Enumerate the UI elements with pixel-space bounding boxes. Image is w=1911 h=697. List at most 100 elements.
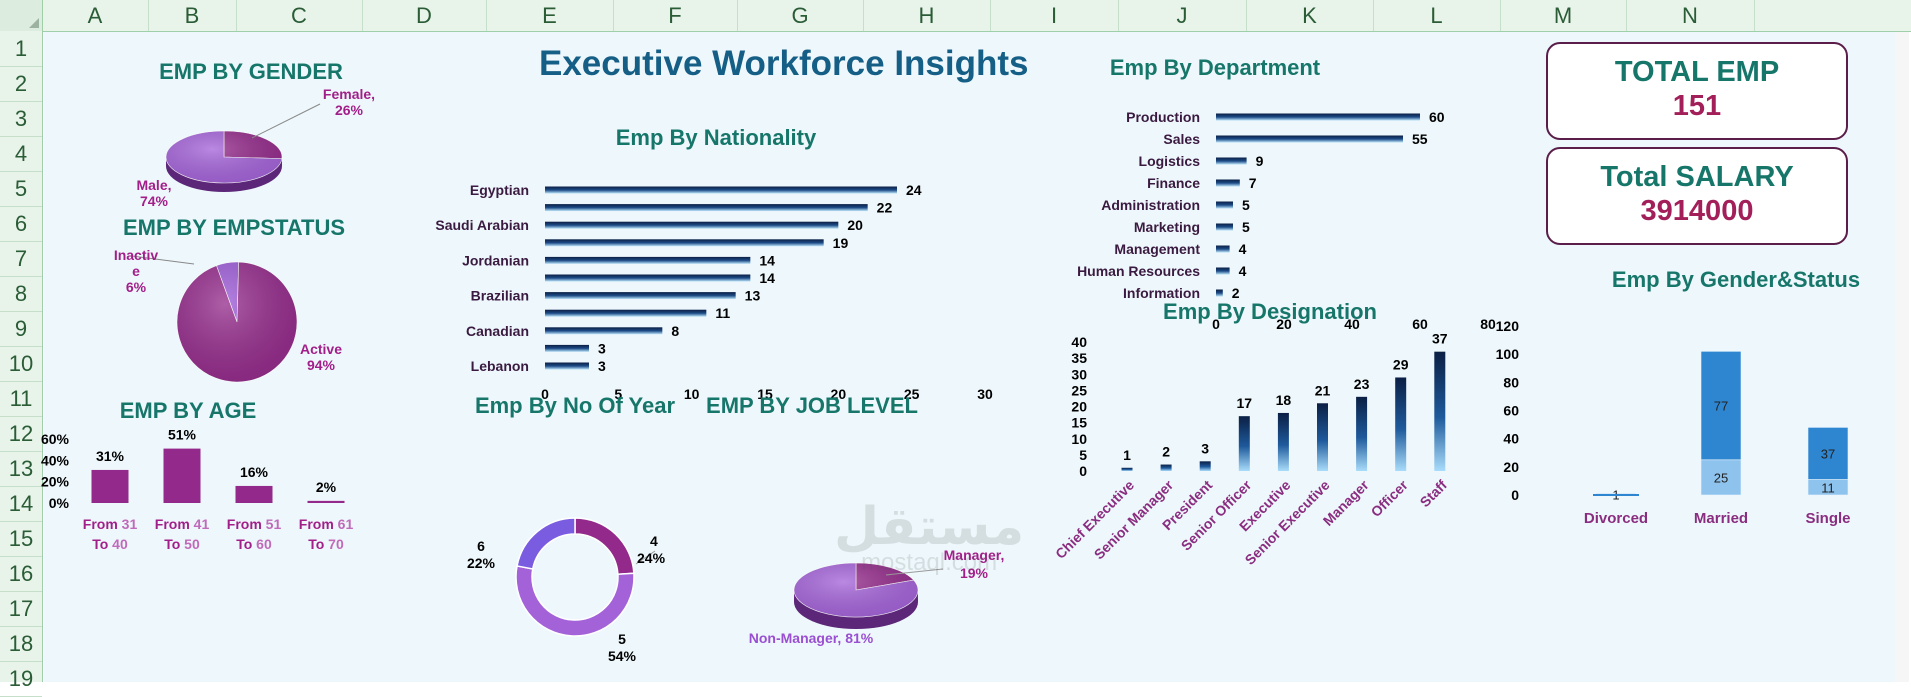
designation-bar	[1238, 416, 1250, 471]
department-category-label: Information	[1123, 285, 1200, 301]
row-header-2[interactable]: 2	[0, 66, 42, 102]
row-header-1[interactable]: 1	[0, 31, 42, 67]
row-header-10[interactable]: 10	[0, 346, 42, 382]
nationality-category-label: Egyptian	[470, 182, 529, 198]
row-header-4[interactable]: 4	[0, 136, 42, 172]
row-header-16[interactable]: 16	[0, 556, 42, 592]
age-bar	[307, 500, 345, 503]
department-chart-title: Emp By Department	[1110, 55, 1321, 80]
column-header-k[interactable]: K	[1246, 0, 1374, 31]
gender-status-category-label: Married	[1694, 510, 1748, 527]
row-header-19[interactable]: 19	[0, 661, 42, 697]
designation-data-label: 18	[1276, 392, 1292, 408]
age-category-word: From	[299, 516, 334, 532]
select-all-corner[interactable]	[0, 0, 43, 31]
department-bar	[1216, 201, 1233, 209]
column-header-d[interactable]: D	[362, 0, 487, 31]
row-header-11[interactable]: 11	[0, 381, 42, 417]
row-header-14[interactable]: 14	[0, 486, 42, 522]
column-header-m[interactable]: M	[1500, 0, 1627, 31]
department-bar	[1216, 245, 1230, 253]
nationality-category-label: Lebanon	[471, 358, 529, 374]
row-header-17[interactable]: 17	[0, 591, 42, 627]
department-category-label: Production	[1126, 109, 1200, 125]
empstatus-label-inactive-line: 6%	[126, 279, 147, 295]
age-category-line: From 31	[83, 516, 138, 532]
column-header-j[interactable]: J	[1118, 0, 1247, 31]
column-header-c[interactable]: C	[236, 0, 363, 31]
nationality-xtick-label: 10	[684, 386, 700, 402]
column-header-g[interactable]: G	[737, 0, 864, 31]
age-category-word: From	[83, 516, 118, 532]
row-header-9[interactable]: 9	[0, 311, 42, 347]
nationality-bar	[545, 204, 868, 212]
empstatus-label-active: Active 94%	[300, 341, 342, 373]
department-data-label: 60	[1429, 109, 1445, 125]
department-data-label: 55	[1412, 131, 1428, 147]
gender-status-bar	[1807, 427, 1849, 480]
row-header-6[interactable]: 6	[0, 206, 42, 242]
joblevel-pie-highlight	[794, 563, 918, 617]
gender-pie-highlight	[166, 131, 282, 183]
gender-status-ytick-label: 80	[1503, 374, 1519, 390]
designation-ytick-label: 15	[1071, 415, 1087, 431]
watermark-brand: مستقل	[834, 497, 1025, 557]
joblevel-label-manager-line: 19%	[960, 565, 989, 581]
gender-status-ytick-label: 60	[1503, 403, 1519, 419]
column-header-f[interactable]: F	[613, 0, 738, 31]
gender-leader-line	[251, 103, 321, 139]
department-category-label: Finance	[1147, 175, 1200, 191]
years-label-6: 6 22%	[467, 538, 496, 571]
nationality-category-label: Saudi Arabian	[435, 217, 529, 233]
row-header-3[interactable]: 3	[0, 101, 42, 137]
column-header-b[interactable]: B	[148, 0, 237, 31]
age-ytick-label: 20%	[41, 474, 70, 490]
designation-bar	[1395, 377, 1407, 471]
department-category-label: Sales	[1163, 131, 1200, 147]
row-header-7[interactable]: 7	[0, 241, 42, 277]
vertical-scrollbar[interactable]	[1895, 32, 1909, 682]
column-header-n[interactable]: N	[1626, 0, 1755, 31]
total-emp-value: 151	[1672, 90, 1722, 122]
designation-ytick-label: 40	[1071, 334, 1087, 350]
column-header-a[interactable]: A	[42, 0, 149, 31]
gender-label-male-line: 74%	[140, 193, 169, 209]
column-header-h[interactable]: H	[863, 0, 991, 31]
nationality-data-label: 13	[745, 288, 761, 304]
row-header-18[interactable]: 18	[0, 626, 42, 662]
row-header-15[interactable]: 15	[0, 521, 42, 557]
row-header-12[interactable]: 12	[0, 416, 42, 452]
age-chart-title: EMP BY AGE	[120, 398, 257, 423]
total-salary-value: 3914000	[1640, 195, 1754, 227]
nationality-data-label: 19	[833, 235, 849, 251]
designation-data-label: 3	[1201, 440, 1209, 456]
column-header-l[interactable]: L	[1373, 0, 1501, 31]
nationality-bar	[545, 221, 839, 229]
designation-data-label: 23	[1354, 376, 1370, 392]
joblevel-label-non-manager: Non-Manager, 81%	[749, 630, 874, 646]
nationality-bar	[545, 344, 589, 352]
nationality-data-label: 20	[847, 217, 863, 233]
empstatus-label-inactive-line: e	[132, 263, 140, 279]
nationality-chart-title: Emp By Nationality	[616, 125, 817, 150]
row-header-8[interactable]: 8	[0, 276, 42, 312]
department-category-label: Logistics	[1139, 153, 1201, 169]
department-data-label: 4	[1239, 263, 1247, 279]
row-header-13[interactable]: 13	[0, 451, 42, 487]
nationality-data-label: 3	[598, 358, 606, 374]
age-category-word: To	[236, 536, 252, 552]
nationality-xtick-label: 15	[757, 386, 773, 402]
age-category-line: To 50	[164, 536, 200, 552]
age-category-word: To	[164, 536, 180, 552]
row-header-5[interactable]: 5	[0, 171, 42, 207]
empstatus-label-inactive-line: Inactiv	[114, 247, 159, 263]
column-header-i[interactable]: I	[990, 0, 1119, 31]
age-data-label: 2%	[316, 479, 337, 495]
designation-bar	[1121, 467, 1133, 471]
column-header-e[interactable]: E	[486, 0, 614, 31]
designation-ytick-label: 35	[1071, 350, 1087, 366]
gender-status-category-label: Divorced	[1584, 510, 1648, 527]
age-category-word: 60	[252, 536, 272, 552]
designation-category-label: Staff	[1417, 477, 1451, 511]
nationality-xtick-label: 25	[904, 386, 920, 402]
